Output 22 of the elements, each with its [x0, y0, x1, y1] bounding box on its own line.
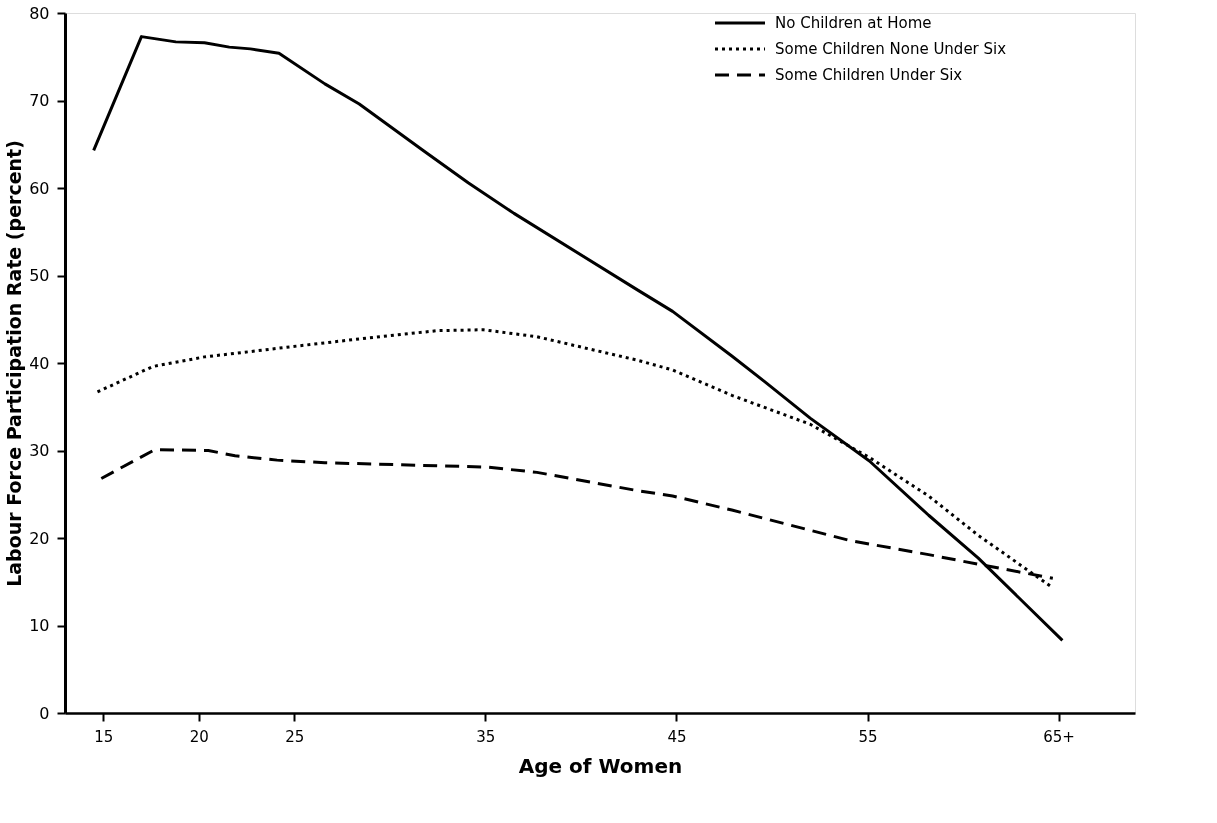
y-axis-title: Labour Force Participation Rate (percent): [3, 140, 26, 587]
x-tick-label: 20: [189, 727, 209, 746]
y-tick-label: 30: [29, 441, 50, 460]
y-tick-label: 40: [29, 353, 50, 373]
x-tick-label: 15: [94, 727, 114, 746]
x-tick-label: 25: [285, 727, 305, 746]
legend-label: Some Children Under Six: [775, 66, 963, 84]
y-tick-label: 70: [29, 91, 50, 110]
legend-label: No Children at Home: [775, 14, 932, 32]
y-tick-label: 10: [29, 616, 50, 635]
y-tick-label: 50: [29, 266, 50, 285]
x-tick-label: 35: [476, 727, 496, 746]
x-axis-title: Age of Women: [518, 753, 683, 778]
x-tick-label: 45: [667, 727, 687, 746]
y-tick-label: 0: [39, 703, 50, 723]
legend-label: Some Children None Under Six: [775, 40, 1007, 58]
line-series: [92, 35, 1064, 642]
y-tick-label: 80: [29, 3, 50, 23]
y-tick-label: 60: [29, 178, 50, 198]
x-tick-label: 55: [858, 727, 878, 746]
x-tick-label: 65+: [1043, 727, 1075, 746]
y-tick-label: 20: [29, 528, 50, 548]
